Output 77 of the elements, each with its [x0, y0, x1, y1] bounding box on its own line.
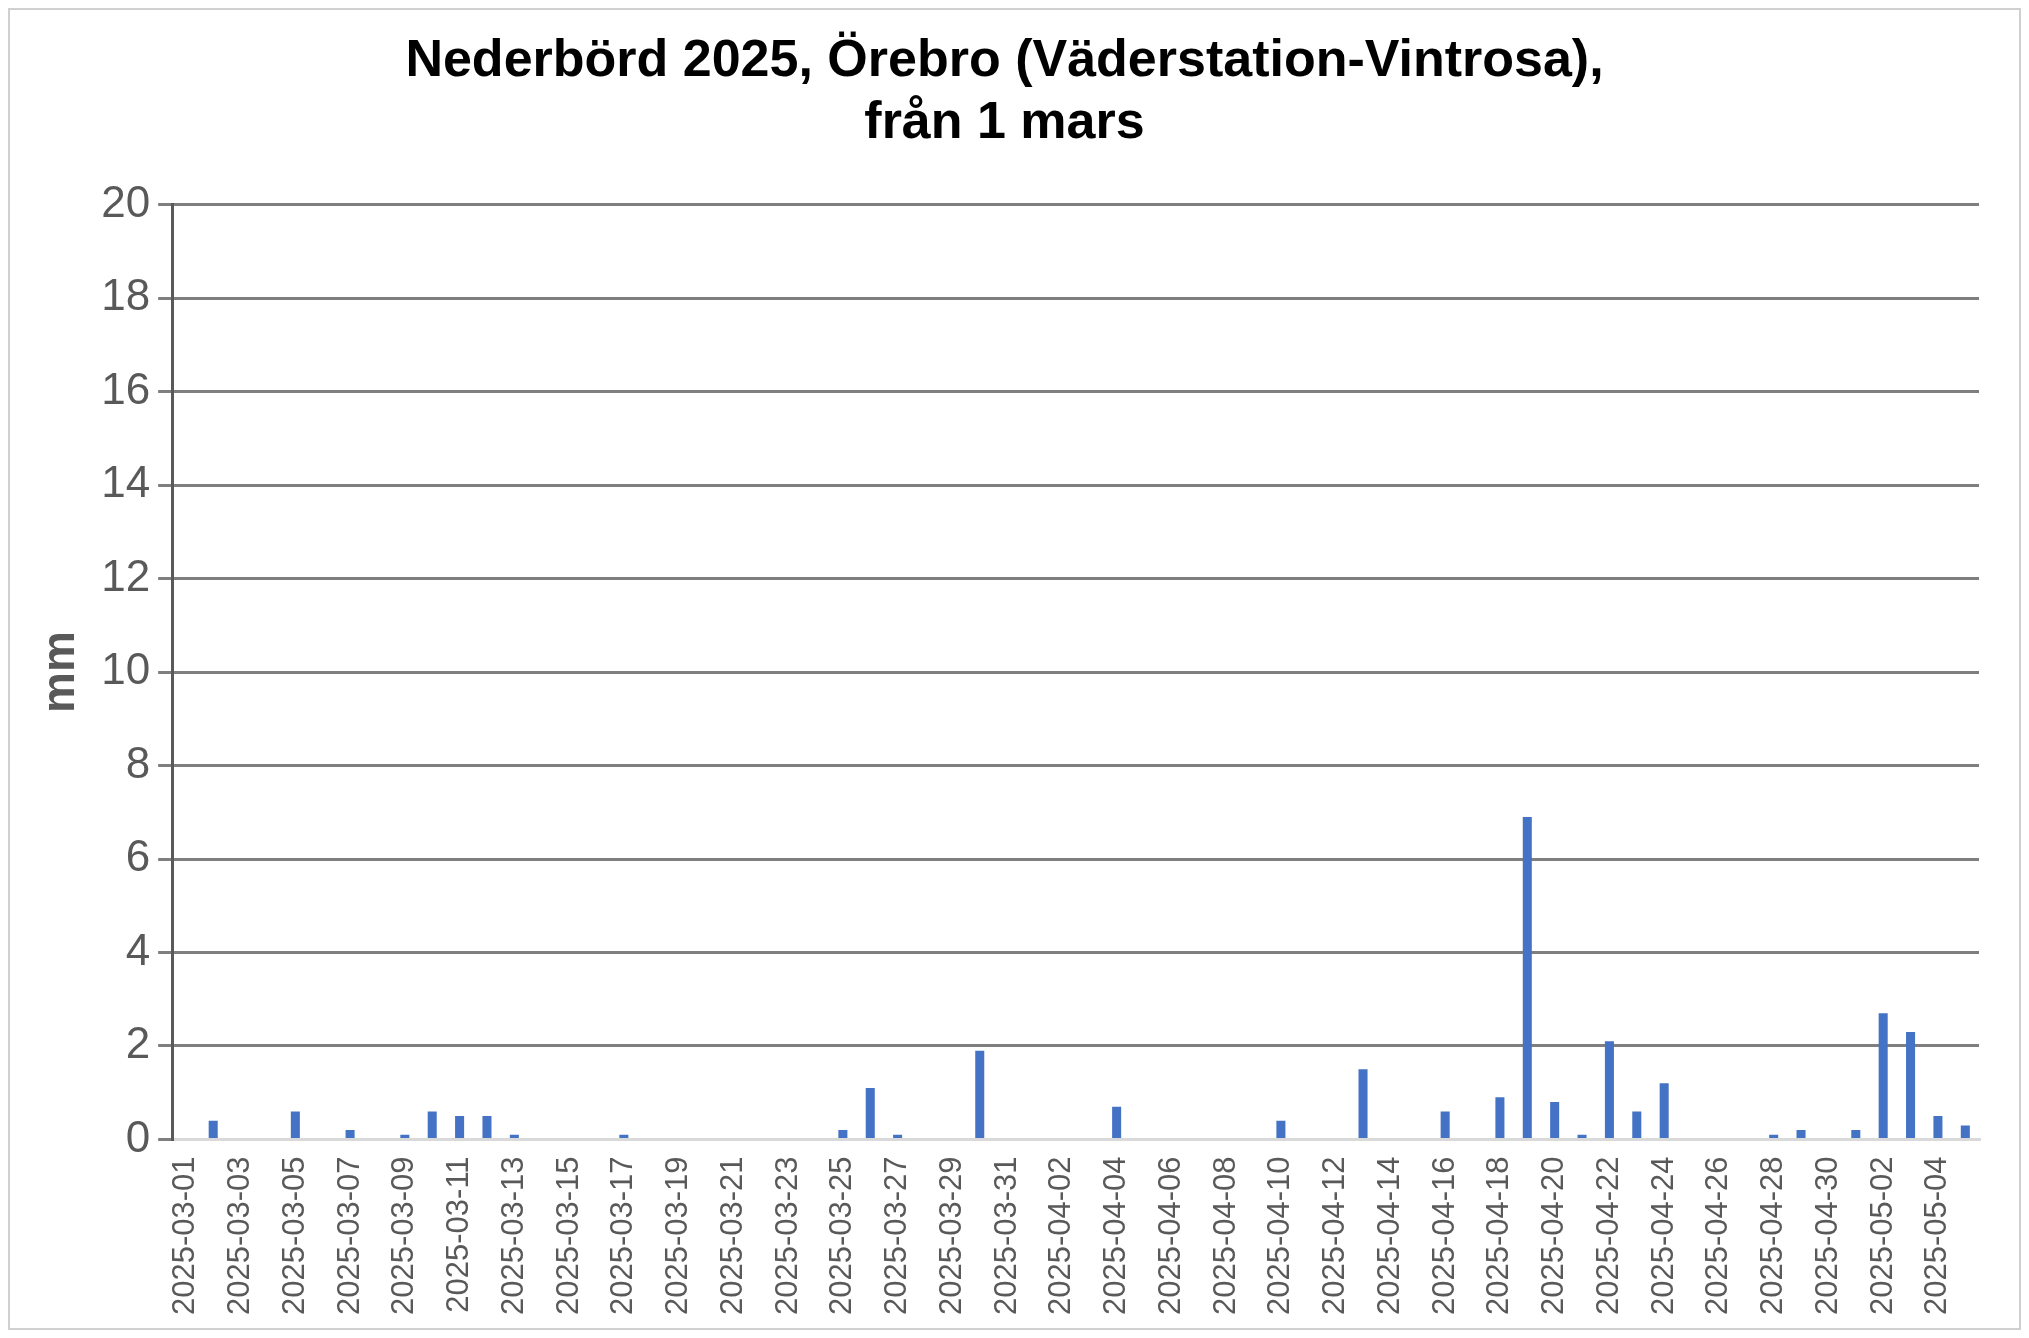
x-tick-label: 2025-03-03 [221, 1156, 257, 1316]
y-tick-label: 8 [125, 737, 151, 787]
bar [345, 1130, 355, 1138]
x-tick-label: 2025-03-21 [713, 1156, 749, 1316]
x-tick-label: 2025-04-30 [1808, 1156, 1844, 1316]
bar [1550, 1102, 1560, 1138]
y-tick-label: 18 [101, 270, 151, 320]
bar [1933, 1116, 1943, 1138]
x-tick-label: 2025-04-28 [1754, 1156, 1790, 1316]
x-tick-label: 2025-04-26 [1699, 1156, 1735, 1316]
y-tick-label: 0 [125, 1111, 151, 1161]
x-tick-label: 2025-03-29 [932, 1156, 968, 1316]
bar [1522, 816, 1532, 1138]
bar [1358, 1069, 1368, 1138]
bar [865, 1088, 875, 1138]
bar [1604, 1041, 1614, 1138]
bar [975, 1050, 985, 1138]
x-tick-label: 2025-03-09 [385, 1156, 421, 1316]
x-tick-label: 2025-03-11 [440, 1156, 476, 1313]
x-tick-label: 2025-04-02 [1042, 1156, 1078, 1316]
x-tick-label: 2025-04-18 [1480, 1156, 1516, 1316]
x-tick-label: 2025-03-17 [604, 1156, 640, 1316]
bar [1878, 1013, 1888, 1138]
bar [1276, 1120, 1286, 1138]
x-tick-label: 2025-05-02 [1863, 1156, 1899, 1316]
x-tick-label: 2025-03-13 [494, 1156, 530, 1316]
x-tick-label: 2025-03-25 [823, 1156, 859, 1316]
y-tick-label: 4 [125, 924, 151, 974]
x-tick-label: 2025-03-23 [768, 1156, 804, 1316]
x-tick-label: 2025-03-07 [330, 1156, 366, 1316]
bar [1495, 1097, 1505, 1138]
bar [838, 1130, 848, 1138]
x-tick-label: 2025-04-24 [1644, 1156, 1680, 1316]
y-tick-label: 20 [101, 176, 151, 226]
bar [1960, 1125, 1970, 1138]
x-tick-label: 2025-04-20 [1535, 1156, 1571, 1316]
bar [482, 1116, 492, 1138]
bar [1632, 1111, 1642, 1138]
bar [1659, 1083, 1669, 1138]
y-tick-label: 16 [101, 363, 151, 413]
x-tick-label: 2025-04-12 [1316, 1156, 1352, 1316]
y-tick-label: 2 [125, 1018, 151, 1068]
x-tick-label: 2025-04-06 [1151, 1156, 1187, 1316]
x-tick-label: 2025-04-08 [1206, 1156, 1242, 1316]
x-tick-label: 2025-03-19 [659, 1156, 695, 1316]
bar [1577, 1134, 1587, 1138]
y-tick-label: 14 [101, 457, 151, 507]
x-tick-label: 2025-04-14 [1370, 1156, 1406, 1316]
x-tick-label: 2025-03-31 [987, 1156, 1023, 1316]
bar [509, 1134, 519, 1138]
bar [400, 1134, 410, 1138]
x-tick-label: 2025-04-04 [1097, 1156, 1133, 1316]
x-tick-label: 2025-04-16 [1425, 1156, 1461, 1316]
bar [208, 1120, 218, 1138]
x-tick-label: 2025-03-27 [878, 1156, 914, 1316]
chart-title: Nederbörd 2025, Örebro (Väderstation-Vintrosa), från 1 mars [405, 28, 1604, 149]
bar [427, 1111, 437, 1138]
x-tick-label: 2025-04-22 [1589, 1156, 1625, 1316]
y-tick-label: 6 [125, 831, 151, 881]
bar [1796, 1130, 1806, 1138]
x-tick-label: 2025-03-15 [549, 1156, 585, 1316]
y-tick-label: 12 [101, 550, 151, 600]
y-axis-title: mm [32, 631, 85, 714]
bar [1906, 1031, 1916, 1138]
x-tick-label: 2025-03-05 [275, 1156, 311, 1316]
x-tick-label: 2025-05-04 [1918, 1156, 1954, 1316]
bar [1769, 1134, 1779, 1138]
bar [290, 1111, 300, 1138]
bar [893, 1134, 903, 1138]
bar [1440, 1111, 1450, 1138]
bar [1851, 1130, 1861, 1138]
bar [455, 1116, 465, 1138]
x-tick-label: 2025-04-10 [1261, 1156, 1297, 1316]
x-tick-label: 2025-03-01 [166, 1156, 202, 1316]
bar [1112, 1106, 1122, 1138]
y-tick-label: 10 [101, 644, 151, 694]
bar [619, 1134, 629, 1138]
